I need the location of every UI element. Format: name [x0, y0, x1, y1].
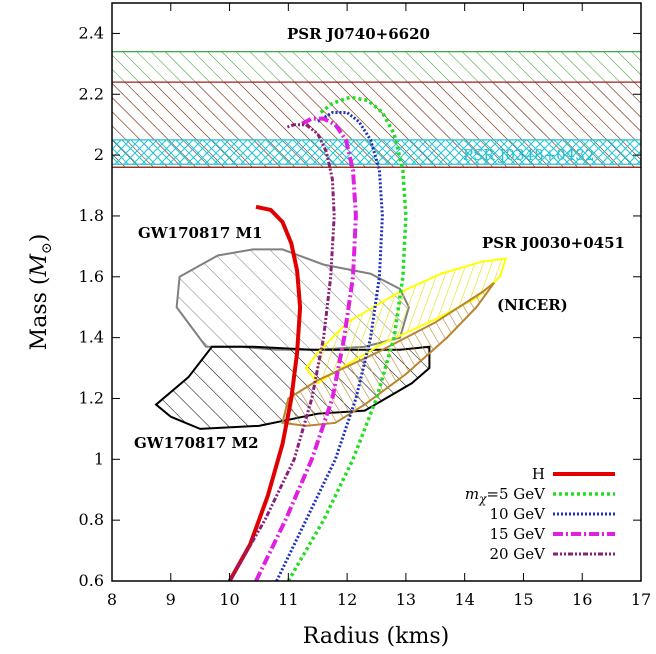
x-axis-title: Radius (kms) [303, 624, 449, 649]
axis-ticks: 8 9 10 11 12 13 14 15 16 17 0.6 0.8 1 1.2 1.4 1.6 1.8 2 2.… [79, 3, 651, 609]
legend-label-post: =5 GeV [486, 485, 546, 503]
series-line-4 [228, 123, 336, 581]
series-line-1 [286, 95, 408, 581]
x-tick-label: 15 [513, 590, 533, 609]
y-tick-label: 0.6 [79, 571, 104, 590]
legend-entry-0: H [532, 465, 615, 483]
y-tick-label: 1.6 [79, 267, 104, 286]
x-tick-label: 14 [454, 590, 474, 609]
x-tick-label: 11 [278, 590, 298, 609]
y-tick-label: 1.4 [79, 328, 104, 347]
x-tick-label: 9 [166, 590, 176, 609]
constraint-bands [112, 51, 641, 168]
legend-label: H [532, 465, 545, 483]
legend-label: mχ=5 GeV [465, 485, 546, 506]
y-tick-label: 0.8 [79, 510, 104, 529]
mass-radius-curves [227, 95, 408, 581]
legend-label-sub: χ [478, 492, 487, 506]
legend-label: 15 GeV [489, 525, 546, 543]
y-axis-title-sub: ⊙ [39, 242, 55, 254]
y-axis-title: Mass (M⊙) [27, 234, 55, 351]
plot-frame [111, 2, 642, 582]
y-axis-title-close: ) [27, 234, 52, 243]
y-axis-title-unit: M [27, 254, 52, 278]
legend-entry-1: mχ=5 GeV [465, 485, 615, 506]
x-tick-label: 12 [337, 590, 357, 609]
y-tick-label: 1 [94, 449, 104, 468]
annotation-psr-j0348: PSR J0348+0432 [463, 146, 594, 164]
x-tick-label: 13 [396, 590, 416, 609]
series-line-0 [227, 204, 303, 581]
series-line-3 [254, 116, 358, 581]
annotation-psr-j0030: PSR J0030+0451 [482, 234, 625, 252]
legend-entry-4: 20 GeV [489, 545, 615, 563]
legend-label: 10 GeV [489, 505, 546, 523]
y-tick-label: 2 [94, 145, 104, 164]
series-line-2 [275, 111, 384, 581]
legend-entry-3: 15 GeV [489, 525, 615, 543]
x-tick-label: 8 [107, 590, 117, 609]
y-tick-label: 1.2 [79, 388, 104, 407]
x-tick-label: 10 [219, 590, 239, 609]
y-tick-label: 1.8 [79, 206, 104, 225]
legend-label-pre: m [465, 485, 479, 503]
annotation-gw170817-m2: GW170817 M2 [134, 434, 259, 452]
x-tick-label: 17 [631, 590, 651, 609]
legend-label: 20 GeV [489, 545, 546, 563]
y-tick-label: 2.4 [79, 23, 104, 42]
legend-entry-2: 10 GeV [489, 505, 615, 523]
y-tick-label: 2.2 [79, 84, 104, 103]
y-axis-title-main: Mass ( [27, 277, 52, 351]
annotation-gw170817-m1: GW170817 M1 [138, 224, 263, 242]
x-tick-label: 16 [572, 590, 592, 609]
annotation-nicer: (NICER) [497, 296, 568, 314]
annotation-psr-j0740: PSR J0740+6620 [287, 25, 430, 43]
